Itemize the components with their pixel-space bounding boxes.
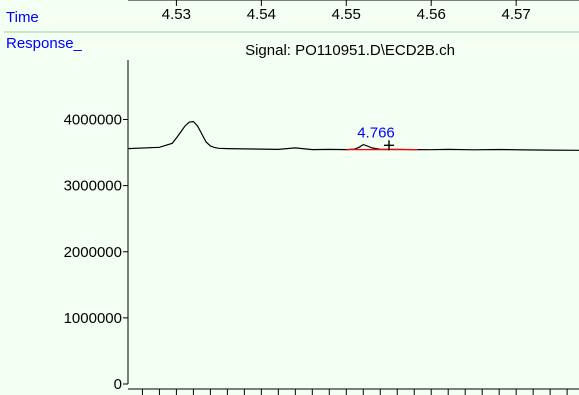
y-axis-tick-label: 3000000 — [64, 178, 122, 195]
y-axis-tick-label: 1000000 — [64, 310, 122, 327]
signal-title: Signal: PO110951.D\ECD2B.ch — [245, 42, 455, 59]
top-axis-ticks — [175, 0, 517, 6]
peak-label: 4.766 — [357, 124, 395, 141]
top-axis-labels: 4.53 4.54 4.55 4.56 4.57 — [162, 6, 531, 23]
top-axis-tick-label: 4.56 — [417, 6, 446, 23]
bottom-axis-ticks — [128, 388, 579, 395]
y-axis-labels: 0 1000000 2000000 3000000 4000000 — [64, 112, 122, 393]
top-axis-tick-label: 4.57 — [502, 6, 531, 23]
response-axis-label: Response_ — [6, 35, 83, 52]
top-axis-tick-label: 4.55 — [332, 6, 361, 23]
y-axis-tick-label: 4000000 — [64, 112, 122, 129]
crosshair-cursor-icon[interactable] — [384, 140, 395, 151]
y-axis-tick-label: 0 — [114, 376, 122, 393]
y-axis-tick-label: 2000000 — [64, 244, 122, 261]
top-axis-tick-label: 4.54 — [247, 6, 276, 23]
signal-trace — [127, 120, 579, 151]
y-axis-ticks — [123, 119, 128, 385]
time-axis-label: Time — [6, 9, 39, 26]
top-axis-tick-label: 4.53 — [162, 6, 191, 23]
